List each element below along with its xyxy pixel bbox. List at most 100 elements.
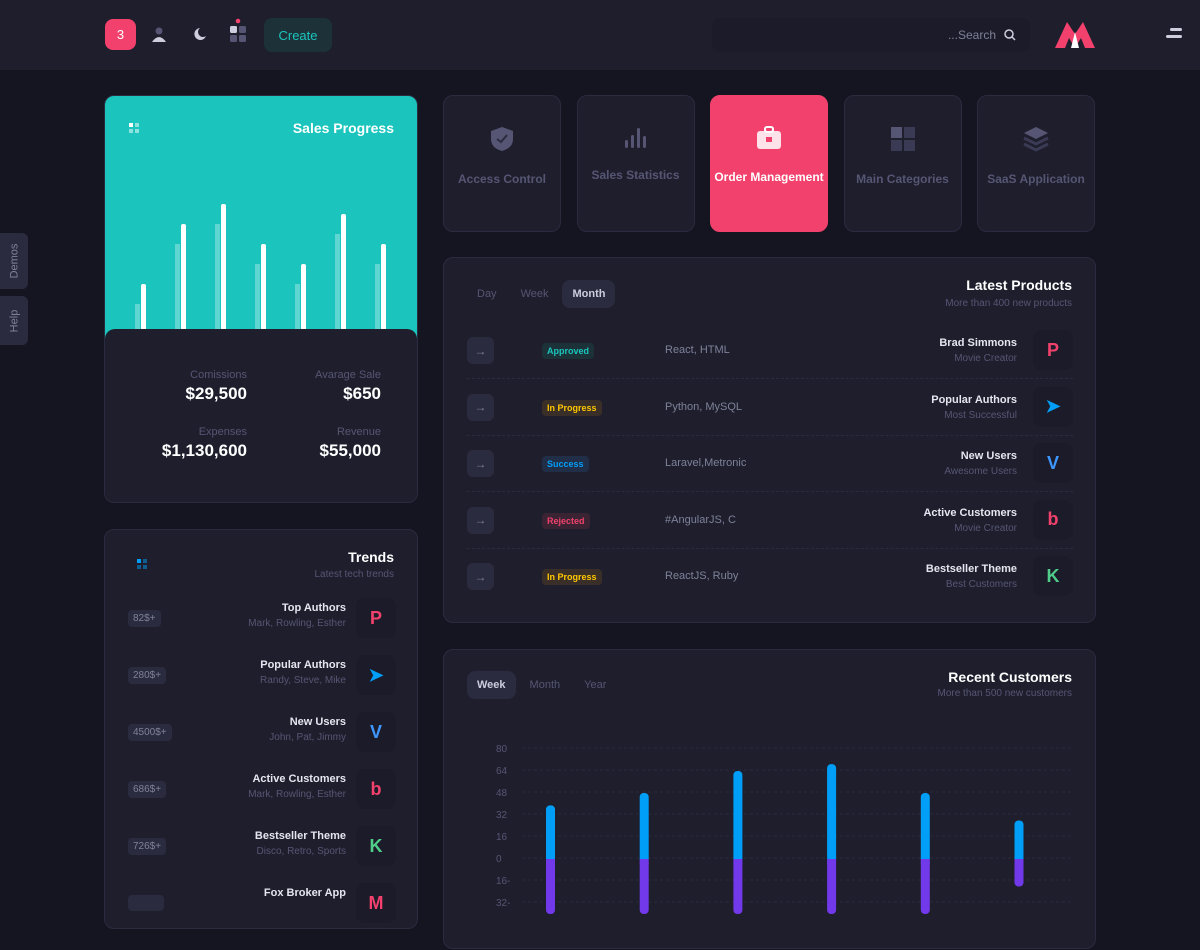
trend-item[interactable]: 726$+ Bestseller Theme Disco, Retro, Sport… bbox=[128, 826, 396, 866]
customers-subtitle: More than 500 new customers bbox=[937, 688, 1072, 699]
products-subtitle: More than 400 new products bbox=[945, 298, 1072, 309]
apps-grid-icon[interactable] bbox=[228, 18, 248, 44]
arrow-right-icon[interactable]: → bbox=[467, 563, 494, 590]
product-name[interactable]: Popular Authors bbox=[931, 393, 1017, 406]
brand-logo-icon: K bbox=[356, 826, 396, 866]
search-placeholder: ...Search bbox=[947, 28, 996, 42]
trend-name: Top Authors bbox=[281, 602, 346, 614]
help-tab[interactable]: Help bbox=[0, 296, 28, 345]
arrow-right-icon[interactable]: → bbox=[467, 393, 494, 421]
spark-bar bbox=[301, 264, 306, 346]
brand-logo[interactable] bbox=[1055, 20, 1095, 50]
tech-stack: Laravel,Metronic bbox=[665, 457, 747, 469]
stat-commissions: Comissions $29,500 bbox=[185, 369, 247, 403]
status-badge: Approved bbox=[542, 343, 595, 359]
tab-month[interactable]: Month bbox=[562, 280, 616, 308]
product-row: → Success Laravel,Metronic New Users Awesome… bbox=[467, 435, 1073, 492]
latest-products-card: Day Week Month Latest Products More than 4… bbox=[443, 257, 1096, 623]
saas-application-icon bbox=[1023, 126, 1049, 157]
spark-bar-bg bbox=[175, 244, 180, 346]
notification-badge[interactable]: 3 bbox=[105, 19, 136, 50]
brand-logo-icon: ➤ bbox=[356, 655, 396, 695]
spark-bar bbox=[181, 224, 186, 346]
bar-positive bbox=[733, 771, 743, 863]
trend-price: 726$+ bbox=[128, 838, 167, 855]
tab-week[interactable]: Week bbox=[511, 280, 559, 308]
product-desc: Most Successful bbox=[944, 409, 1017, 421]
tab-year[interactable]: Year bbox=[574, 671, 616, 699]
trend-item[interactable]: 4500$+ New Users John, Pat, Jimmy V bbox=[128, 712, 396, 752]
bar-positive bbox=[920, 793, 930, 863]
bar-negative-cap bbox=[733, 859, 743, 864]
product-name[interactable]: Bestseller Theme bbox=[925, 563, 1017, 575]
brand-logo-icon: ➤ bbox=[1033, 386, 1073, 427]
demos-tab[interactable]: Demos bbox=[0, 233, 28, 289]
tab-week[interactable]: Week bbox=[467, 671, 516, 699]
trend-item[interactable]: 686$+ Active Customers Mark, Rowling, Esth… bbox=[128, 769, 396, 809]
tile-order-management[interactable]: Order Management bbox=[710, 95, 828, 232]
order-management-icon bbox=[756, 126, 782, 155]
bar-negative-cap bbox=[827, 859, 837, 864]
product-name[interactable]: Active Customers bbox=[923, 506, 1017, 519]
trend-price: 686$+ bbox=[128, 781, 167, 798]
product-row: → In Progress ReactJS, Ruby Bestseller Them… bbox=[467, 548, 1073, 605]
product-row: → Rejected #AngularJS, C Active Customers Mo… bbox=[467, 492, 1073, 549]
product-desc: Movie Creator bbox=[954, 353, 1017, 364]
product-row: → In Progress Python, MySQL Popular Authors… bbox=[467, 379, 1073, 436]
y-tick-label: 16- bbox=[496, 876, 510, 887]
brand-logo-icon: V bbox=[356, 712, 396, 752]
create-button[interactable]: Create bbox=[264, 18, 332, 52]
brand-logo-icon: K bbox=[1033, 556, 1073, 596]
bar-positive bbox=[827, 764, 837, 863]
trend-desc: John, Pat, Jimmy bbox=[269, 732, 346, 743]
arrow-right-icon[interactable]: → bbox=[467, 506, 494, 534]
trend-desc: Mark, Rowling, Esther bbox=[248, 789, 346, 800]
product-name[interactable]: Brad Simmons bbox=[939, 337, 1017, 349]
access-control-icon bbox=[490, 126, 514, 157]
y-tick-label: 48 bbox=[496, 788, 508, 799]
tile-label: SaaS Application bbox=[987, 172, 1085, 186]
arrow-right-icon[interactable]: → bbox=[467, 337, 494, 364]
trend-item[interactable]: 82$+ Top Authors Mark, Rowling, Esther P bbox=[128, 598, 396, 638]
arrow-right-icon[interactable]: → bbox=[467, 450, 494, 477]
tile-access-control[interactable]: Access Control bbox=[443, 95, 561, 232]
trend-price bbox=[128, 895, 164, 911]
spark-bar-bg bbox=[375, 264, 380, 346]
tile-label: Access Control bbox=[457, 172, 547, 186]
tile-label: Order Management bbox=[714, 170, 824, 184]
products-title: Latest Products bbox=[966, 277, 1072, 293]
tile-saas-application[interactable]: SaaS Application bbox=[977, 95, 1095, 232]
y-tick-label: 16 bbox=[496, 832, 508, 843]
product-name[interactable]: New Users bbox=[960, 450, 1017, 462]
moon-icon[interactable] bbox=[189, 24, 209, 44]
trend-item[interactable]: Fox Broker App M bbox=[128, 883, 396, 923]
y-tick-label: 32 bbox=[496, 810, 508, 821]
menu-icon[interactable] bbox=[1166, 26, 1184, 42]
user-icon[interactable] bbox=[149, 24, 169, 44]
brand-logo-icon: M bbox=[356, 883, 396, 923]
trend-name: Popular Authors bbox=[260, 659, 346, 671]
status-badge: In Progress bbox=[542, 399, 602, 416]
sales-sparkbars bbox=[135, 204, 386, 346]
dots-icon[interactable] bbox=[129, 123, 139, 133]
sales-progress-card: Sales Progress Comissions $29,500 Avarage… bbox=[104, 95, 418, 503]
bar-negative-cap bbox=[546, 859, 555, 864]
trend-name: Bestseller Theme bbox=[254, 830, 346, 842]
sales-title: Sales Progress bbox=[292, 120, 394, 136]
tile-sales-statistics[interactable]: Sales Statistics bbox=[576, 95, 695, 232]
tab-day[interactable]: Day bbox=[467, 280, 507, 308]
stat-revenue: Revenue $55,000 bbox=[319, 426, 381, 460]
spark-bar-bg bbox=[335, 234, 340, 346]
dots-icon[interactable] bbox=[137, 559, 147, 569]
brand-logo-icon: V bbox=[1033, 443, 1073, 483]
tile-main-categories[interactable]: Main Categories bbox=[843, 95, 962, 232]
spark-bar bbox=[341, 214, 346, 346]
bar-negative-cap bbox=[1014, 859, 1024, 864]
trend-desc: Randy, Steve, Mike bbox=[260, 675, 346, 686]
trend-price: 4500$+ bbox=[128, 724, 172, 741]
search-input[interactable]: ...Search bbox=[712, 18, 1030, 52]
trend-item[interactable]: 280$+ Popular Authors Randy, Steve, Mike ➤ bbox=[128, 655, 396, 695]
tab-month[interactable]: Month bbox=[520, 671, 571, 699]
spark-bar-bg bbox=[295, 284, 300, 346]
brand-logo-icon: b bbox=[356, 769, 396, 809]
